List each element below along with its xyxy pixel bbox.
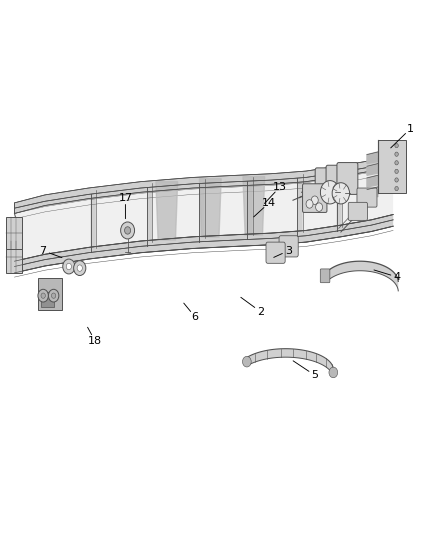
FancyBboxPatch shape (266, 242, 285, 263)
Circle shape (306, 200, 313, 208)
Polygon shape (367, 187, 378, 199)
FancyBboxPatch shape (326, 165, 347, 197)
Circle shape (395, 160, 398, 165)
FancyBboxPatch shape (39, 278, 62, 310)
FancyBboxPatch shape (315, 168, 336, 200)
Text: 18: 18 (88, 336, 102, 346)
Text: 1: 1 (407, 124, 414, 134)
Polygon shape (367, 164, 378, 175)
Circle shape (124, 227, 131, 234)
FancyBboxPatch shape (320, 269, 330, 282)
Text: 17: 17 (118, 192, 132, 203)
Polygon shape (367, 152, 378, 164)
Polygon shape (147, 183, 152, 246)
Polygon shape (14, 155, 393, 214)
Circle shape (48, 289, 59, 302)
Circle shape (316, 203, 322, 212)
Polygon shape (297, 174, 303, 237)
Text: 14: 14 (262, 198, 276, 208)
Polygon shape (247, 177, 253, 239)
Text: 6: 6 (191, 312, 198, 322)
Polygon shape (14, 161, 393, 266)
Circle shape (120, 222, 134, 239)
Polygon shape (199, 179, 205, 242)
Circle shape (243, 357, 251, 367)
FancyBboxPatch shape (357, 188, 377, 207)
Polygon shape (336, 168, 342, 231)
Circle shape (395, 178, 398, 182)
FancyBboxPatch shape (6, 241, 22, 273)
Circle shape (321, 181, 339, 204)
Circle shape (311, 196, 318, 205)
Polygon shape (14, 155, 393, 208)
Circle shape (329, 367, 338, 378)
Circle shape (41, 293, 46, 298)
FancyBboxPatch shape (279, 236, 298, 257)
Circle shape (395, 152, 398, 156)
Circle shape (38, 289, 48, 302)
Text: 13: 13 (273, 182, 287, 192)
FancyBboxPatch shape (337, 163, 358, 195)
Text: 2: 2 (257, 306, 264, 317)
Polygon shape (14, 215, 393, 273)
Polygon shape (328, 261, 398, 291)
FancyBboxPatch shape (303, 184, 327, 213)
FancyBboxPatch shape (6, 217, 22, 249)
Text: 5: 5 (311, 370, 318, 380)
Circle shape (395, 187, 398, 191)
Polygon shape (367, 175, 378, 187)
Circle shape (77, 265, 82, 271)
Circle shape (66, 263, 71, 270)
Polygon shape (243, 176, 265, 235)
Polygon shape (247, 349, 333, 377)
Circle shape (332, 183, 350, 204)
Circle shape (395, 143, 398, 148)
Circle shape (51, 293, 56, 298)
Polygon shape (156, 182, 178, 240)
Circle shape (74, 261, 86, 276)
Circle shape (395, 169, 398, 174)
Circle shape (63, 259, 75, 274)
Text: 4: 4 (394, 272, 401, 282)
Polygon shape (199, 179, 221, 237)
Polygon shape (14, 215, 393, 266)
Polygon shape (14, 215, 393, 273)
FancyBboxPatch shape (41, 292, 53, 307)
Polygon shape (91, 190, 96, 253)
Text: 3: 3 (285, 246, 292, 256)
FancyBboxPatch shape (348, 203, 367, 220)
FancyBboxPatch shape (378, 140, 406, 193)
Text: 7: 7 (39, 246, 46, 256)
